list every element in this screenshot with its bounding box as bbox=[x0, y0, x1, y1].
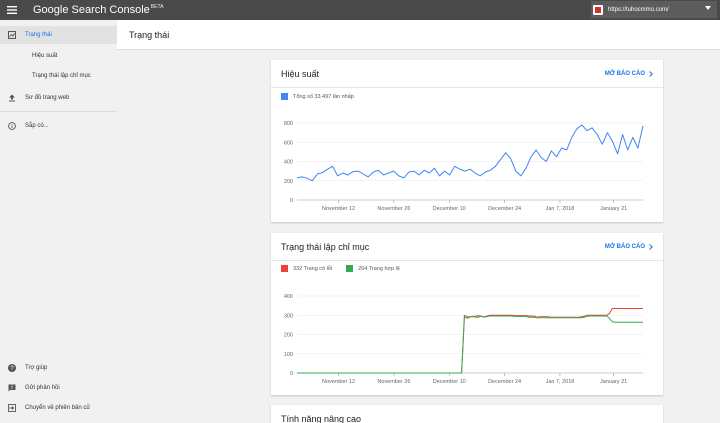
x-tick-label: December 10 bbox=[433, 206, 466, 212]
index-status-card: Trạng thái lập chỉ mục MỞ BÁO CÁO 332 Tr… bbox=[271, 233, 663, 395]
y-tick-label: 200 bbox=[284, 333, 293, 339]
sidebar-item-label: Sắp có... bbox=[25, 123, 49, 129]
y-tick-label: 0 bbox=[290, 198, 293, 204]
y-tick-label: 400 bbox=[284, 160, 293, 166]
y-tick-label: 800 bbox=[284, 121, 293, 127]
sidebar-item-help[interactable]: ? Trợ giúp bbox=[0, 359, 117, 377]
y-tick-label: 100 bbox=[284, 352, 293, 358]
x-tick-label: December 10 bbox=[433, 379, 466, 385]
upload-icon bbox=[8, 94, 16, 102]
main-menu-button[interactable] bbox=[0, 0, 24, 20]
x-tick-label: December 24 bbox=[488, 379, 521, 385]
card-header: Trạng thái lập chỉ mục MỞ BÁO CÁO bbox=[271, 233, 663, 261]
x-tick-label: Jan 7, 2018 bbox=[546, 379, 575, 385]
legend-label: 264 Trang hợp lệ bbox=[358, 265, 400, 272]
property-selector[interactable]: https://tuhocmmo.com/ bbox=[591, 1, 717, 18]
sidebar-item-label: Chuyển về phiên bản cũ bbox=[25, 405, 90, 411]
card-title: Tính năng nâng cao bbox=[281, 414, 362, 423]
chevron-right-icon bbox=[649, 70, 653, 77]
x-tick-label: November 12 bbox=[322, 379, 355, 385]
beta-label: BETA bbox=[150, 4, 164, 10]
sidebar-item-coming-soon[interactable]: Sắp có... bbox=[0, 117, 117, 135]
performance-card: Hiệu suất MỞ BÁO CÁO Tổng số 33.497 lần … bbox=[271, 60, 663, 222]
y-tick-label: 300 bbox=[284, 313, 293, 319]
x-tick-label: January 21 bbox=[600, 206, 627, 212]
property-url: https://tuhocmmo.com/ bbox=[608, 6, 669, 13]
sidebar-item-status[interactable]: Trạng thái bbox=[0, 26, 117, 44]
sidebar-item-performance[interactable]: Hiệu suất bbox=[0, 47, 117, 65]
top-app-bar: Google Search ConsoleBETA bbox=[0, 0, 720, 20]
legend-item-errors[interactable]: 332 Trang có lỗi bbox=[281, 265, 332, 272]
sidebar-item-index-status[interactable]: Trạng thái lập chỉ mục bbox=[0, 67, 117, 85]
link-label: MỞ BÁO CÁO bbox=[604, 243, 645, 250]
sidebar-divider bbox=[0, 111, 117, 112]
dropdown-caret-icon bbox=[705, 6, 711, 10]
series-line bbox=[296, 124, 644, 182]
x-tick-label: November 12 bbox=[322, 206, 355, 212]
sidebar-item-old-version[interactable]: Chuyển về phiên bản cũ bbox=[0, 399, 117, 417]
info-icon bbox=[8, 122, 16, 130]
sidebar-item-label: Trạng thái bbox=[25, 32, 52, 38]
chart-legend: 332 Trang có lỗi 264 Trang hợp lệ bbox=[281, 265, 414, 272]
link-label: MỞ BÁO CÁO bbox=[604, 70, 645, 77]
chart-legend: Tổng số 33.497 lần nhấp bbox=[281, 93, 368, 100]
x-tick-label: January 21 bbox=[600, 379, 627, 385]
sidebar-item-label: Hiệu suất bbox=[32, 53, 58, 59]
sidebar-item-label: Gửi phản hồi bbox=[25, 385, 60, 391]
legend-label: 332 Trang có lỗi bbox=[293, 265, 333, 272]
performance-line-chart: 0 200 400 600 800 November 12 November 26 Decem… bbox=[284, 121, 644, 212]
x-tick-label: November 26 bbox=[377, 206, 410, 212]
page-title: Trạng thái bbox=[129, 29, 170, 40]
series-line bbox=[297, 314, 643, 374]
chevron-right-icon bbox=[649, 243, 653, 250]
hamburger-menu-icon bbox=[7, 6, 17, 14]
sidebar: Trạng thái Hiệu suất Trạng thái lập chỉ … bbox=[0, 20, 117, 423]
x-tick-label: Jan 7, 2018 bbox=[546, 206, 575, 212]
open-index-report-link[interactable]: MỞ BÁO CÁO bbox=[605, 244, 653, 250]
legend-swatch bbox=[281, 93, 288, 100]
enhancements-card: Tính năng nâng cao bbox=[271, 405, 663, 423]
feedback-icon bbox=[8, 384, 16, 392]
card-title: Hiệu suất bbox=[281, 68, 320, 79]
help-icon: ? bbox=[8, 364, 16, 372]
legend-item-valid[interactable]: 264 Trang hợp lệ bbox=[346, 265, 400, 272]
dashboard-icon bbox=[8, 31, 16, 39]
exit-icon bbox=[8, 404, 16, 412]
x-tick-label: November 26 bbox=[377, 379, 410, 385]
index-status-line-chart: 0 100 200 300 400 November 12 November 26 Decem… bbox=[284, 294, 643, 385]
svg-text:?: ? bbox=[10, 366, 14, 372]
card-title: Trạng thái lập chỉ mục bbox=[281, 241, 370, 252]
y-tick-label: 600 bbox=[284, 140, 293, 146]
series-line bbox=[297, 308, 643, 374]
card-header: Hiệu suất MỞ BÁO CÁO bbox=[271, 60, 663, 88]
y-tick-label: 0 bbox=[290, 371, 293, 377]
sidebar-item-feedback[interactable]: Gửi phản hồi bbox=[0, 379, 117, 397]
sidebar-item-label: Trạng thái lập chỉ mục bbox=[32, 73, 91, 79]
y-tick-label: 200 bbox=[284, 179, 293, 185]
legend-item-clicks[interactable]: Tổng số 33.497 lần nhấp bbox=[281, 93, 354, 100]
legend-swatch bbox=[346, 265, 354, 272]
sidebar-item-sitemaps[interactable]: Sơ đồ trang web bbox=[0, 89, 117, 107]
y-tick-label: 400 bbox=[284, 294, 293, 300]
open-performance-report-link[interactable]: MỞ BÁO CÁO bbox=[605, 71, 653, 77]
site-favicon-icon bbox=[593, 4, 603, 15]
sidebar-item-label: Trợ giúp bbox=[25, 365, 48, 371]
card-header: Tính năng nâng cao bbox=[271, 405, 663, 423]
sidebar-item-label: Sơ đồ trang web bbox=[25, 95, 70, 101]
product-logo[interactable]: Google Search ConsoleBETA bbox=[33, 4, 164, 16]
legend-label: Tổng số 33.497 lần nhấp bbox=[293, 93, 354, 100]
page-header: Trạng thái bbox=[117, 20, 720, 50]
legend-swatch bbox=[281, 265, 288, 272]
x-tick-label: December 24 bbox=[488, 206, 521, 212]
